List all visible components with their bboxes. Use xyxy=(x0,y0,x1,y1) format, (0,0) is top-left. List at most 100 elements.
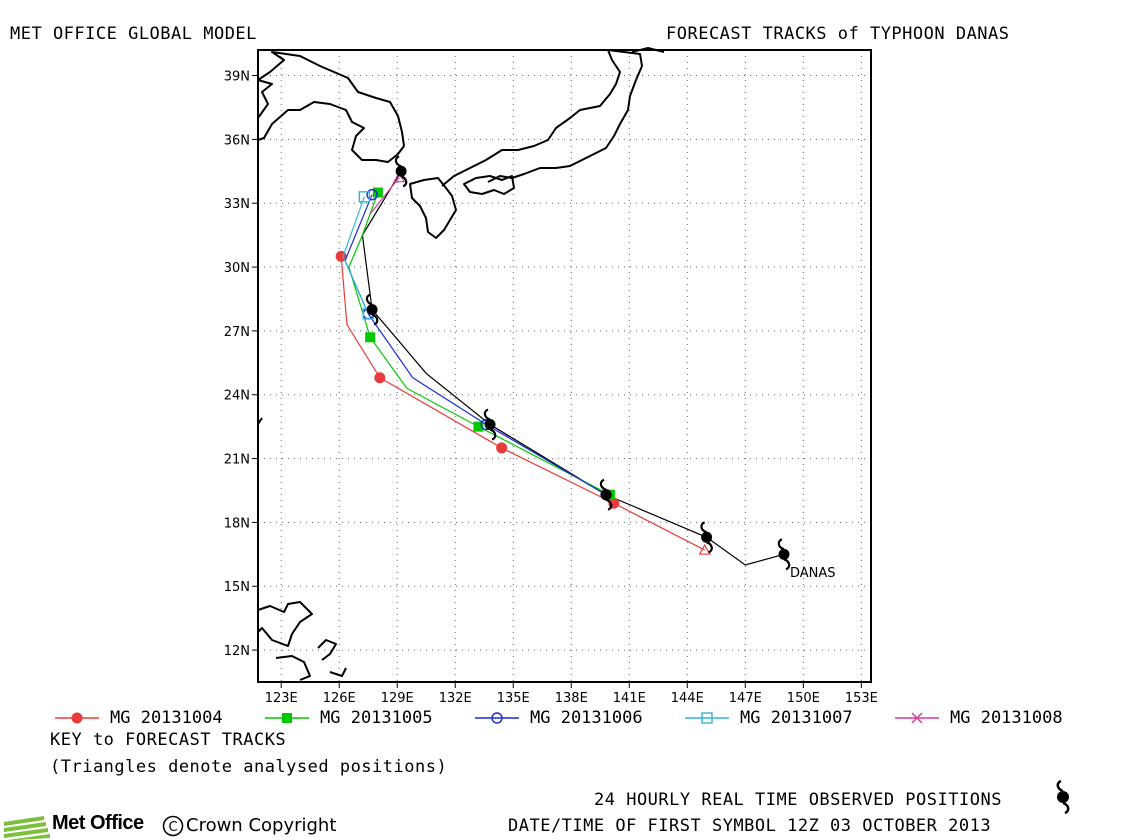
observed-typhoon-symbols xyxy=(365,155,791,571)
typhoon-symbol-arm xyxy=(489,428,497,441)
tick-label-lon: 153E xyxy=(845,691,878,706)
triangles-note: (Triangles denote analysed positions) xyxy=(50,757,448,777)
forecast-point xyxy=(374,372,386,384)
typhoon-symbol-core xyxy=(778,548,790,560)
tick-label-lat: 24N xyxy=(224,389,250,404)
typhoon-symbol-arm xyxy=(605,498,613,511)
legend-markers xyxy=(55,712,939,724)
axis-ticks: 123E 126E 129E 132E 135E 138E 141E 144E 147E 150E… xyxy=(224,70,878,706)
philippines-coastline xyxy=(275,639,347,681)
typhoon-symbol xyxy=(365,293,379,326)
forecast-track-line xyxy=(340,256,705,551)
typhoon-symbol-arm xyxy=(483,408,491,421)
storm-name-label: DANAS xyxy=(790,566,836,581)
tick-label-lon: 144E xyxy=(671,691,704,706)
typhoon-symbol xyxy=(483,408,497,441)
typhoon-symbol-arm xyxy=(400,175,408,188)
met-office-logo-icon xyxy=(4,816,50,840)
japan-shikoku-coastline xyxy=(463,175,515,195)
forecast-track-line xyxy=(344,194,607,496)
legend-symbol xyxy=(911,712,923,724)
tick-label-lon: 132E xyxy=(439,691,472,706)
tick-label-lon: 135E xyxy=(497,691,530,706)
typhoon-symbol-arm xyxy=(700,521,708,534)
typhoon-symbol-arm xyxy=(783,558,791,571)
typhoon-symbol-arm xyxy=(394,155,402,168)
forecast-point xyxy=(372,187,383,198)
forecast-track-line xyxy=(348,192,611,496)
legend-symbol xyxy=(282,713,292,723)
forecast-point xyxy=(358,191,371,203)
typhoon-symbol-arm xyxy=(706,541,713,554)
legend-marker-2 xyxy=(475,712,519,724)
japan-kyushu-coastline xyxy=(409,177,457,239)
legend-symbol-stroke xyxy=(911,712,923,724)
typhoon-symbol xyxy=(394,155,408,188)
legend-marker-1 xyxy=(265,713,309,723)
korea-coastline xyxy=(257,51,405,163)
legend-label-20131006: MG 20131006 xyxy=(530,708,643,728)
graticule-grid xyxy=(258,50,871,682)
tick-label-lon: 147E xyxy=(729,691,762,706)
typhoon-symbol-core xyxy=(395,165,407,177)
typhoon-symbol xyxy=(599,478,613,511)
tick-label-lon: 141E xyxy=(613,691,646,706)
legend-symbol xyxy=(491,712,503,724)
luzon-coastline xyxy=(257,601,313,647)
map-frame xyxy=(257,49,872,683)
legend-symbol xyxy=(71,712,83,724)
legend-label-20131004: MG 20131004 xyxy=(110,708,223,728)
tick-label-lon: 150E xyxy=(787,691,820,706)
forecast-point xyxy=(473,421,484,432)
legend-label-20131007: MG 20131007 xyxy=(740,708,853,728)
legend-label-20131008: MG 20131008 xyxy=(950,708,1063,728)
forecast-track-line xyxy=(342,196,369,315)
met-office-logo-text: Met Office xyxy=(52,812,144,834)
tick-label-lon: 123E xyxy=(265,691,298,706)
tick-label-lat: 12N xyxy=(224,644,250,659)
forecast-point xyxy=(365,332,376,343)
key-title: KEY to FORECAST TRACKS xyxy=(50,730,287,750)
typhoon-symbol xyxy=(777,538,791,571)
tick-label-lat: 18N xyxy=(224,516,250,531)
legend-marker-0 xyxy=(55,712,99,724)
svg-text:C: C xyxy=(168,820,177,835)
tick-label-lat: 33N xyxy=(224,197,250,212)
coastline xyxy=(257,47,665,681)
typhoon-symbol-arm xyxy=(365,293,373,306)
datetime-note: DATE/TIME OF FIRST SYMBOL 12Z 03 OCTOBER… xyxy=(508,816,992,836)
typhoon-symbol-core xyxy=(484,419,496,431)
typhoon-symbol-arm xyxy=(371,313,379,326)
typhoon-symbol-core xyxy=(701,531,713,543)
forecast-track-line xyxy=(369,177,400,215)
forecast-series-0 xyxy=(335,250,711,555)
tick-label-lat: 36N xyxy=(224,133,250,148)
forecast-point xyxy=(496,442,508,454)
tick-label-lat: 39N xyxy=(224,70,250,85)
typhoon-symbol-arm xyxy=(599,478,607,491)
tick-label-lat: 21N xyxy=(224,453,250,468)
observed-note: 24 HOURLY REAL TIME OBSERVED POSITIONS xyxy=(594,790,1002,810)
legend-label-20131005: MG 20131005 xyxy=(320,708,433,728)
copyright-icon: C xyxy=(162,815,184,837)
tick-label-lat: 30N xyxy=(224,261,250,276)
legend-symbol xyxy=(701,712,713,724)
forecast-tracks xyxy=(335,171,711,555)
observed-track-line xyxy=(361,170,785,566)
typhoon-symbol-arm xyxy=(777,538,785,551)
analysed-position-triangle xyxy=(698,543,711,555)
tick-label-lon: 129E xyxy=(381,691,414,706)
typhoon-symbol xyxy=(700,521,713,554)
japan-honshu-coastline xyxy=(441,49,643,187)
tick-label-lat: 27N xyxy=(224,325,250,340)
model-title: MET OFFICE GLOBAL MODEL xyxy=(10,24,257,44)
forecast-point xyxy=(366,189,378,201)
observed-track xyxy=(361,170,785,566)
copyright-text: Crown Copyright xyxy=(186,815,337,836)
tick-label-lat: 15N xyxy=(224,580,250,595)
legend-marker-3 xyxy=(685,712,729,724)
tick-label-lon: 126E xyxy=(323,691,356,706)
typhoon-symbol-icon xyxy=(1056,780,1070,814)
typhoon-symbol-core xyxy=(600,489,612,501)
